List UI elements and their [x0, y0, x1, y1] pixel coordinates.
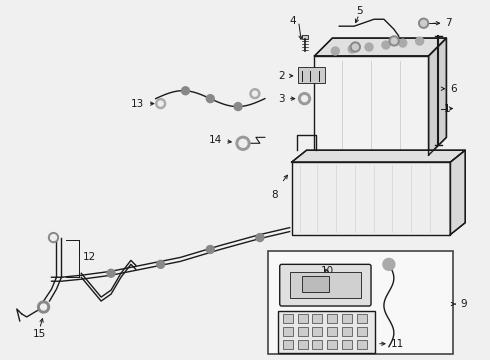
Bar [283, 327, 293, 336]
Circle shape [38, 301, 49, 313]
Bar [357, 314, 367, 323]
Bar [357, 340, 367, 349]
Text: 2: 2 [278, 71, 285, 81]
Circle shape [348, 45, 356, 53]
Circle shape [206, 246, 214, 253]
Circle shape [365, 43, 373, 51]
Circle shape [352, 44, 358, 50]
Circle shape [156, 99, 166, 109]
Bar [268, 251, 453, 354]
Polygon shape [315, 38, 446, 56]
Bar [283, 314, 293, 323]
Bar [313, 340, 322, 349]
Circle shape [107, 269, 115, 277]
Circle shape [416, 37, 424, 45]
Circle shape [49, 233, 58, 243]
Bar [297, 314, 308, 323]
Circle shape [206, 95, 214, 103]
Text: 6: 6 [450, 84, 457, 94]
Bar [327, 314, 337, 323]
Circle shape [331, 47, 339, 55]
Bar [327, 327, 337, 336]
Circle shape [383, 258, 395, 270]
Circle shape [350, 42, 360, 52]
Bar [357, 327, 367, 336]
Circle shape [389, 36, 399, 46]
Circle shape [301, 96, 308, 102]
Text: 5: 5 [356, 6, 363, 16]
Text: 4: 4 [289, 16, 295, 26]
Text: 9: 9 [460, 299, 467, 309]
Text: 15: 15 [33, 329, 46, 339]
Circle shape [239, 139, 247, 147]
Bar [327, 340, 337, 349]
Circle shape [234, 103, 242, 111]
Circle shape [157, 260, 165, 268]
Bar [342, 327, 352, 336]
Bar [292, 162, 450, 235]
Circle shape [252, 91, 257, 96]
Circle shape [50, 235, 56, 240]
Bar [313, 327, 322, 336]
Polygon shape [429, 38, 446, 155]
Bar [342, 314, 352, 323]
Bar [297, 327, 308, 336]
Text: 13: 13 [130, 99, 144, 109]
Circle shape [250, 89, 260, 99]
Circle shape [181, 87, 190, 95]
Text: 3: 3 [278, 94, 285, 104]
Polygon shape [450, 150, 465, 235]
Bar [301, 276, 329, 292]
Circle shape [158, 101, 163, 106]
Circle shape [391, 38, 397, 44]
Text: 7: 7 [445, 18, 452, 28]
Bar [301, 35, 308, 39]
Bar [283, 340, 293, 349]
Bar [297, 340, 308, 349]
Circle shape [298, 93, 311, 105]
Circle shape [41, 304, 47, 310]
Text: 12: 12 [83, 252, 97, 262]
Text: 11: 11 [391, 339, 404, 349]
Text: 10: 10 [321, 266, 334, 276]
FancyBboxPatch shape [280, 264, 371, 306]
Circle shape [418, 18, 429, 28]
Bar [297, 67, 325, 83]
Circle shape [382, 41, 390, 49]
Bar [315, 56, 429, 155]
Bar [278, 311, 375, 353]
Circle shape [399, 39, 407, 47]
Text: 8: 8 [271, 190, 278, 200]
Circle shape [236, 136, 250, 150]
Circle shape [420, 20, 427, 26]
Text: 1: 1 [443, 104, 450, 113]
Bar [290, 272, 361, 298]
Text: 14: 14 [209, 135, 222, 145]
Polygon shape [292, 150, 466, 162]
Circle shape [256, 234, 264, 242]
Bar [313, 314, 322, 323]
Bar [342, 340, 352, 349]
